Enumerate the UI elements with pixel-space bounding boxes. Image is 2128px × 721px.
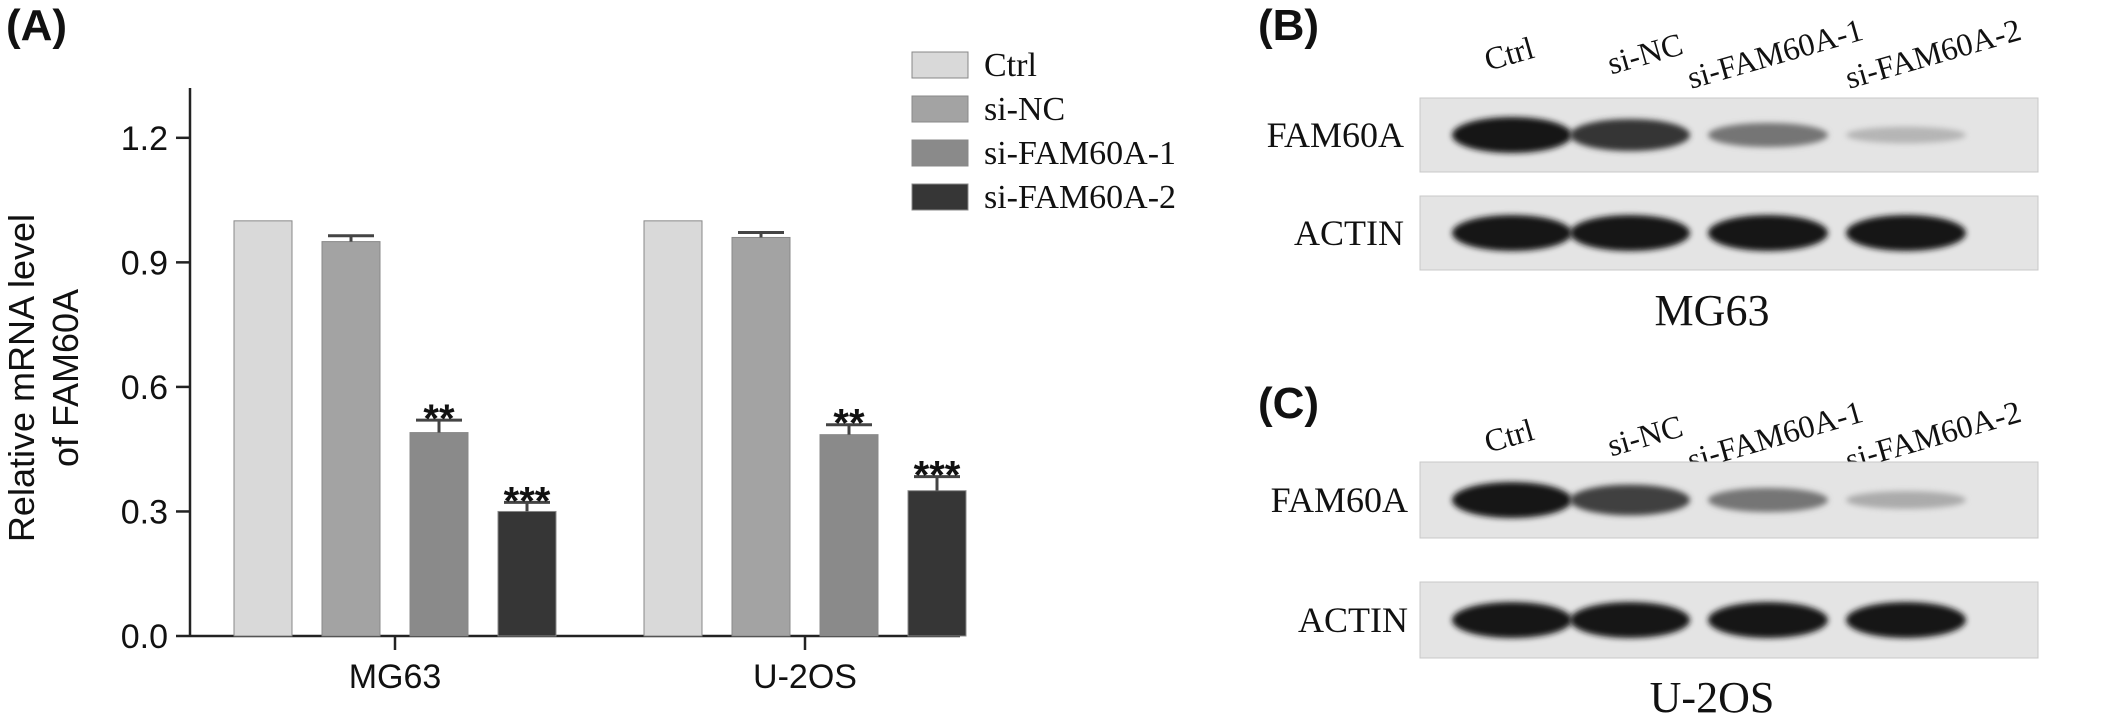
significance-group: **********	[423, 397, 960, 523]
lane-label: si-NC	[1603, 26, 1686, 82]
bars-group	[233, 220, 967, 637]
y-axis: 0.0 0.3 0.6 0.9 1.2	[121, 88, 192, 656]
legend-swatch	[911, 183, 969, 211]
legend-entry: Ctrl	[984, 47, 1037, 84]
panel-letter-a: (A)	[6, 1, 67, 50]
bar	[409, 432, 469, 637]
y-tick-label: 0.3	[121, 493, 168, 531]
blot-row-label: FAM60A	[1271, 480, 1408, 520]
blot-band	[1570, 118, 1690, 152]
blot-row-label: ACTIN	[1294, 213, 1404, 253]
blot-band	[1452, 117, 1572, 153]
significance-label: ***	[504, 479, 551, 523]
y-tick-label: 0.0	[121, 618, 168, 656]
y-axis-title: Relative mRNA level of FAM60A	[1, 214, 86, 542]
blot-band	[1570, 602, 1690, 638]
blot-band	[1708, 122, 1828, 148]
bar	[497, 510, 557, 637]
blot-panel-c: (C)Ctrl si-NCsi-FAM60A-1si-FAM60A-2FAM60A…	[1258, 379, 2039, 721]
blot-band	[1846, 215, 1966, 251]
legend-entry: si-FAM60A-1	[984, 135, 1176, 172]
legend-swatch	[911, 51, 969, 79]
legend: Ctrl si-NC si-FAM60A-1 si-FAM60A-2	[911, 47, 1176, 216]
lane-label: Ctrl	[1480, 411, 1538, 459]
blot-band	[1846, 602, 1966, 638]
y-axis-title-line-1: Relative mRNA level	[1, 214, 42, 542]
lane-label: si-FAM60A-1	[1683, 11, 1867, 95]
blot-band	[1452, 602, 1572, 638]
category-label: U-2OS	[753, 658, 857, 696]
blot-row-label: FAM60A	[1267, 115, 1404, 155]
blot-band	[1452, 215, 1572, 251]
x-axis	[190, 634, 960, 650]
panel-letter: (C)	[1258, 379, 1319, 428]
bar	[233, 220, 293, 637]
lane-label: si-NC	[1603, 408, 1686, 464]
bar-chart-panel: (A) 0.0 0.3 0.6 0.9 1.2 Relative mRNA level …	[1, 1, 1176, 696]
legend-entry: si-NC	[984, 91, 1065, 128]
lane-label: Ctrl	[1480, 29, 1538, 77]
blot-band	[1570, 215, 1690, 251]
blot-band	[1570, 484, 1690, 516]
cell-line-label: MG63	[1655, 286, 1770, 335]
bar	[731, 236, 791, 637]
y-tick-label: 0.6	[121, 369, 168, 407]
blot-band	[1708, 602, 1828, 638]
panel-letter: (B)	[1258, 1, 1319, 50]
significance-label: ***	[914, 454, 961, 498]
blot-band	[1452, 482, 1572, 518]
error-bars-group	[328, 230, 960, 512]
blot-band	[1846, 491, 1966, 509]
y-axis-title-line-2: of FAM60A	[45, 289, 86, 467]
bar	[643, 220, 703, 637]
blot-row-label: ACTIN	[1298, 600, 1408, 640]
bar	[819, 434, 879, 637]
significance-label: **	[833, 402, 865, 446]
cell-line-label: U-2OS	[1650, 673, 1775, 721]
category-labels-group: MG63 U-2OS	[349, 658, 857, 696]
blot-band	[1846, 126, 1966, 144]
significance-label: **	[423, 397, 455, 441]
blot-band	[1708, 487, 1828, 513]
bar	[321, 241, 381, 637]
blot-band	[1708, 215, 1828, 251]
bar	[907, 490, 967, 637]
legend-swatch	[911, 139, 969, 167]
legend-swatch	[911, 95, 969, 123]
legend-entry: si-FAM60A-2	[984, 179, 1176, 216]
y-tick-label: 0.9	[121, 244, 168, 282]
lane-label: si-FAM60A-2	[1841, 11, 2025, 95]
category-label: MG63	[349, 658, 442, 696]
y-tick-label: 1.2	[121, 120, 168, 158]
